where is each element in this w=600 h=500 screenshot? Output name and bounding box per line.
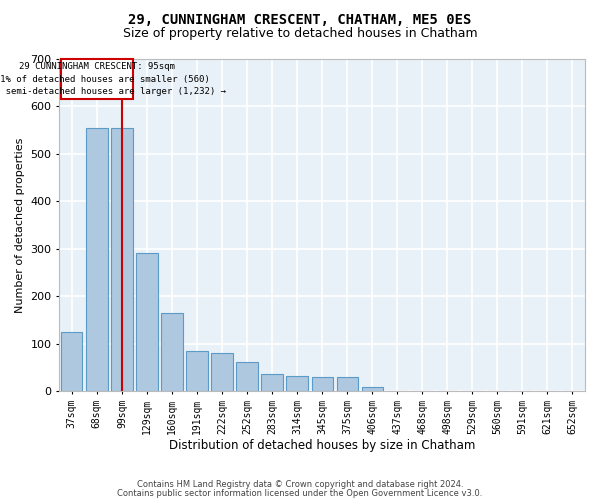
Bar xyxy=(61,332,82,391)
Bar xyxy=(111,128,133,391)
Bar xyxy=(286,376,308,391)
Bar xyxy=(161,313,182,391)
Text: Size of property relative to detached houses in Chatham: Size of property relative to detached ho… xyxy=(122,28,478,40)
Bar xyxy=(187,350,208,391)
Text: 29, CUNNINGHAM CRESCENT, CHATHAM, ME5 0ES: 29, CUNNINGHAM CRESCENT, CHATHAM, ME5 0E… xyxy=(128,12,472,26)
Text: Contains public sector information licensed under the Open Government Licence v3: Contains public sector information licen… xyxy=(118,488,482,498)
Bar xyxy=(86,128,107,391)
Bar xyxy=(262,374,283,391)
Text: 29 CUNNINGHAM CRESCENT: 95sqm: 29 CUNNINGHAM CRESCENT: 95sqm xyxy=(19,62,175,71)
Bar xyxy=(61,59,133,100)
Bar xyxy=(311,377,333,391)
Bar xyxy=(337,377,358,391)
Text: Contains HM Land Registry data © Crown copyright and database right 2024.: Contains HM Land Registry data © Crown c… xyxy=(137,480,463,489)
Y-axis label: Number of detached properties: Number of detached properties xyxy=(15,138,25,312)
X-axis label: Distribution of detached houses by size in Chatham: Distribution of detached houses by size … xyxy=(169,440,475,452)
Bar xyxy=(136,254,158,391)
Bar xyxy=(236,362,258,391)
Text: 68% of semi-detached houses are larger (1,232) →: 68% of semi-detached houses are larger (… xyxy=(0,88,226,96)
Text: ← 31% of detached houses are smaller (560): ← 31% of detached houses are smaller (56… xyxy=(0,74,210,84)
Bar xyxy=(362,388,383,391)
Bar xyxy=(211,353,233,391)
